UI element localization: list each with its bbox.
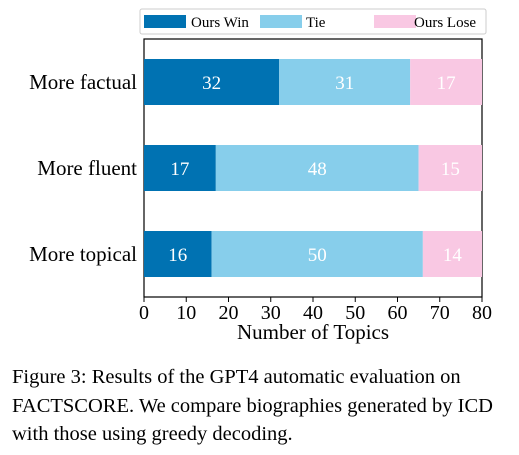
data-label-more-factual-tie: 31 <box>335 73 354 94</box>
bar-more-topical-tie <box>211 231 423 277</box>
x-tick-label-40: 40 <box>303 302 323 324</box>
legend-swatch-tie <box>260 15 302 28</box>
legend-swatch-ours-lose <box>374 15 416 28</box>
y-tick-label-more-fluent: More fluent <box>37 156 137 180</box>
data-label-more-fluent-ours-lose: 15 <box>441 159 460 180</box>
x-tick-label-0: 0 <box>139 302 149 324</box>
y-tick-label-more-topical: More topical <box>29 242 137 266</box>
x-axis: 0 10 20 30 40 50 60 70 80 <box>139 297 492 324</box>
data-label-more-fluent-ours-win: 17 <box>170 159 189 180</box>
x-tick-label-10: 10 <box>176 302 196 324</box>
data-label-more-topical-tie: 50 <box>308 245 327 266</box>
y-axis-labels: More factual More fluent More topical <box>29 70 137 266</box>
figure-caption: Figure 3: Results of the GPT4 automatic … <box>12 363 512 449</box>
x-tick-label-20: 20 <box>219 302 239 324</box>
legend-label-ours-win: Ours Win <box>191 15 249 31</box>
caption-label: Figure 3: <box>12 366 87 388</box>
x-tick-label-30: 30 <box>261 302 281 324</box>
bar-more-topical-ours-lose <box>422 231 482 277</box>
x-tick-label-80: 80 <box>472 302 492 324</box>
bar-more-fluent-tie <box>215 145 419 191</box>
x-tick-label-70: 70 <box>430 302 450 324</box>
legend-label-tie: Tie <box>306 15 326 31</box>
caption-factscore: FACTSCORE <box>12 394 129 417</box>
data-label-more-topical-ours-lose: 14 <box>443 245 463 266</box>
data-label-more-topical-ours-win: 16 <box>168 245 187 266</box>
x-tick-label-50: 50 <box>345 302 365 324</box>
legend-swatch-ours-win <box>144 15 186 28</box>
bar-more-fluent-ours-win <box>144 145 216 191</box>
legend-label-ours-lose: Ours Lose <box>414 15 476 31</box>
bar-more-fluent-ours-lose <box>418 145 482 191</box>
legend: Ours Win Tie Ours Lose <box>139 8 487 35</box>
bar-more-factual-ours-lose <box>410 59 482 105</box>
bars-group: 32 31 17 17 48 15 16 50 14 <box>144 59 482 277</box>
data-label-more-fluent-tie: 48 <box>308 159 327 180</box>
y-tick-label-more-factual: More factual <box>29 70 137 94</box>
bar-more-factual-ours-win <box>144 59 280 105</box>
bar-more-topical-ours-win <box>144 231 212 277</box>
data-label-more-factual-ours-win: 32 <box>202 73 221 94</box>
x-axis-title: Number of Topics <box>237 320 389 344</box>
caption-part1: Results of the GPT4 automatic evaluation… <box>91 366 461 388</box>
bar-more-factual-tie <box>279 59 411 105</box>
caption-part2: . We compare biographies generated by IC… <box>12 394 493 446</box>
x-tick-label-60: 60 <box>388 302 408 324</box>
data-label-more-factual-ours-lose: 17 <box>437 73 456 94</box>
